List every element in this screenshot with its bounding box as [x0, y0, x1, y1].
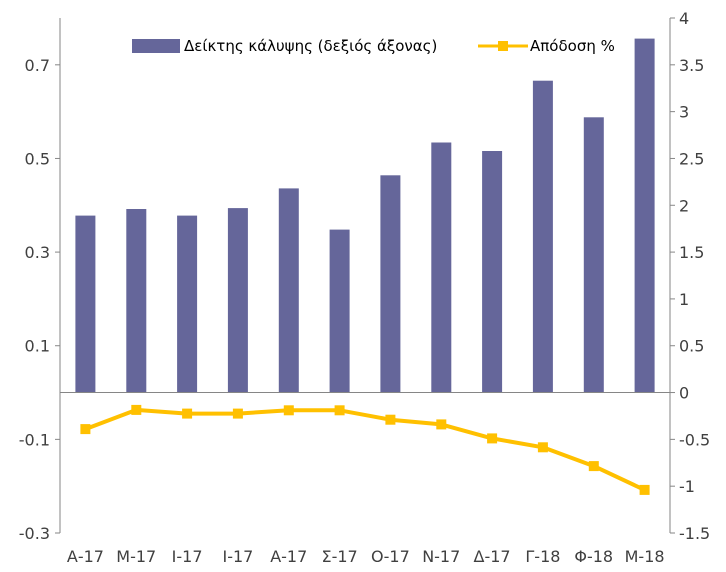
bar [126, 209, 147, 393]
line-point [182, 408, 193, 419]
line-layer [80, 404, 650, 495]
line-point [283, 405, 294, 416]
line-point [334, 405, 345, 416]
line-point [436, 419, 447, 430]
right-tick-label: -1.5 [679, 524, 710, 543]
right-tick-label: 0.5 [679, 337, 704, 356]
line-point [232, 408, 243, 419]
x-tick-label: Ο-17 [371, 547, 410, 566]
x-tick-label: Δ-17 [474, 547, 511, 566]
bar [278, 188, 299, 393]
x-tick-label: Ν-17 [422, 547, 460, 566]
line-point [131, 404, 142, 415]
left-tick-label: -0.1 [19, 430, 50, 449]
x-tick-label: Φ-18 [574, 547, 613, 566]
right-tick-label: 1 [679, 290, 689, 309]
left-tick-label: 0.3 [25, 243, 50, 262]
right-tick-label: 3.5 [679, 56, 704, 75]
bar [532, 80, 553, 393]
right-tick-label: 1.5 [679, 243, 704, 262]
right-tick-label: 3 [679, 103, 689, 122]
line-point [80, 424, 91, 435]
x-tick-label: Γ-18 [525, 547, 560, 566]
bars-layer [75, 38, 655, 393]
right-tick-label: 2.5 [679, 149, 704, 168]
legend-label-line: Απόδοση % [530, 37, 615, 55]
ticks-layer: -0.3 -0.1 0.1 0.3 0.5 0.7 -1.5 -1 -0.5 0 0.5 1 1.5 2 2… [19, 9, 710, 566]
x-tick-label: Ι-17 [172, 547, 203, 566]
bar [380, 175, 401, 393]
legend-line-marker [498, 41, 508, 51]
bar [431, 142, 452, 393]
line-point [537, 442, 548, 453]
line-point [385, 414, 396, 425]
right-tick-label: -0.5 [679, 430, 710, 449]
bar [329, 229, 350, 393]
bar [583, 117, 604, 393]
x-tick-label: Μ-17 [116, 547, 156, 566]
line-series-path [84, 407, 646, 492]
x-tick-label: Α-17 [270, 547, 307, 566]
bar [482, 151, 503, 393]
x-tick-label: Ι-17 [222, 547, 253, 566]
line-point [588, 461, 599, 472]
x-tick-label: Α-17 [67, 547, 104, 566]
left-tick-label: 0.5 [25, 149, 50, 168]
bar [634, 38, 655, 393]
left-tick-label: -0.3 [19, 524, 50, 543]
right-tick-label: 2 [679, 196, 689, 215]
line-point [639, 484, 650, 495]
legend-label-bars: Δείκτης κάλυψης (δεξιός άξονας) [184, 37, 437, 55]
x-tick-label: Σ-17 [321, 547, 357, 566]
bar [177, 215, 198, 393]
legend-bar-swatch [132, 39, 180, 53]
line-point [487, 433, 498, 444]
bar [227, 208, 248, 393]
left-tick-label: 0.1 [25, 337, 50, 356]
right-tick-label: -1 [679, 477, 695, 496]
bar [75, 215, 96, 393]
legend: Δείκτης κάλυψης (δεξιός άξονας) Απόδοση … [132, 37, 615, 55]
axes-layer [55, 17, 675, 534]
right-tick-label: 4 [679, 9, 689, 28]
right-tick-label: 0 [679, 384, 689, 403]
x-tick-label: Μ-18 [625, 547, 665, 566]
left-tick-label: 0.7 [25, 56, 50, 75]
